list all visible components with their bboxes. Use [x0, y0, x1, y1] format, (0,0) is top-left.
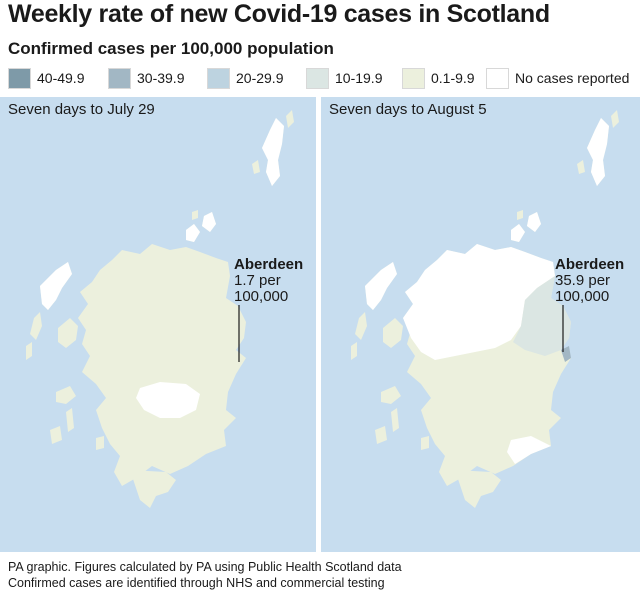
panel-title: Seven days to August 5 — [329, 101, 487, 118]
aberdeen-annotation: Aberdeen 1.7 per 100,000 — [234, 257, 303, 305]
legend-item-no-cases: No cases reported — [486, 67, 630, 89]
no-cases-region — [186, 224, 200, 242]
legend: 40-49.9 30-39.9 20-29.9 10-19.9 0.1-9.9 … — [8, 66, 638, 90]
no-cases-region — [262, 118, 284, 186]
legend-heading: Confirmed cases per 100,000 population — [8, 39, 334, 58]
aberdeen-annotation: Aberdeen 35.9 per 100,000 — [555, 257, 624, 305]
legend-item-0-9: 0.1-9.9 — [402, 67, 486, 89]
footer: PA graphic. Figures calculated by PA usi… — [8, 559, 402, 591]
annotation-unit: 100,000 — [234, 288, 289, 305]
panel-title: Seven days to July 29 — [8, 101, 155, 118]
legend-item-10-19: 10-19.9 — [306, 67, 402, 89]
legend-label: 20-29.9 — [236, 70, 284, 86]
no-cases-region — [587, 118, 609, 186]
no-cases-region — [365, 262, 397, 310]
region-10-19 — [513, 276, 571, 356]
no-cases-region — [40, 262, 72, 310]
legend-swatch — [8, 67, 31, 89]
no-cases-region — [136, 382, 200, 418]
no-cases-region — [507, 436, 551, 464]
no-cases-region — [403, 244, 555, 360]
legend-swatch — [486, 67, 509, 89]
legend-item-30-39: 30-39.9 — [108, 67, 207, 89]
legend-item-20-29: 20-29.9 — [207, 67, 306, 89]
legend-label: 40-49.9 — [37, 70, 85, 86]
legend-swatch — [207, 67, 230, 89]
map-panel-august-5: Seven days to August 5 Aberdeen 35.9 per… — [321, 97, 640, 552]
legend-label: 30-39.9 — [137, 70, 185, 86]
no-cases-region — [511, 224, 525, 242]
annotation-city: Aberdeen — [234, 256, 304, 273]
scotland-map — [26, 110, 294, 508]
legend-label: 10-19.9 — [335, 70, 383, 86]
land-shape — [26, 110, 294, 508]
legend-swatch — [306, 67, 329, 89]
page-title: Weekly rate of new Covid-19 cases in Sco… — [8, 0, 550, 28]
annotation-city: Aberdeen — [555, 256, 625, 273]
map-panel-july-29: Seven days to July 29 Aberdeen 1.7 per 1… — [0, 97, 316, 552]
legend-item-40-49: 40-49.9 — [8, 67, 108, 89]
scotland-map — [351, 110, 619, 508]
legend-swatch — [402, 67, 425, 89]
source-note: PA graphic. Figures calculated by PA usi… — [8, 560, 402, 574]
annotation-unit: 100,000 — [555, 288, 610, 305]
no-cases-region — [527, 212, 541, 232]
legend-swatch — [108, 67, 131, 89]
legend-label: No cases reported — [515, 70, 630, 86]
no-cases-region — [202, 212, 216, 232]
legend-label: 0.1-9.9 — [431, 70, 475, 86]
methodology-note: Confirmed cases are identified through N… — [8, 576, 385, 590]
annotation-rate: 1.7 per — [234, 272, 281, 289]
annotation-rate: 35.9 per — [555, 272, 611, 289]
